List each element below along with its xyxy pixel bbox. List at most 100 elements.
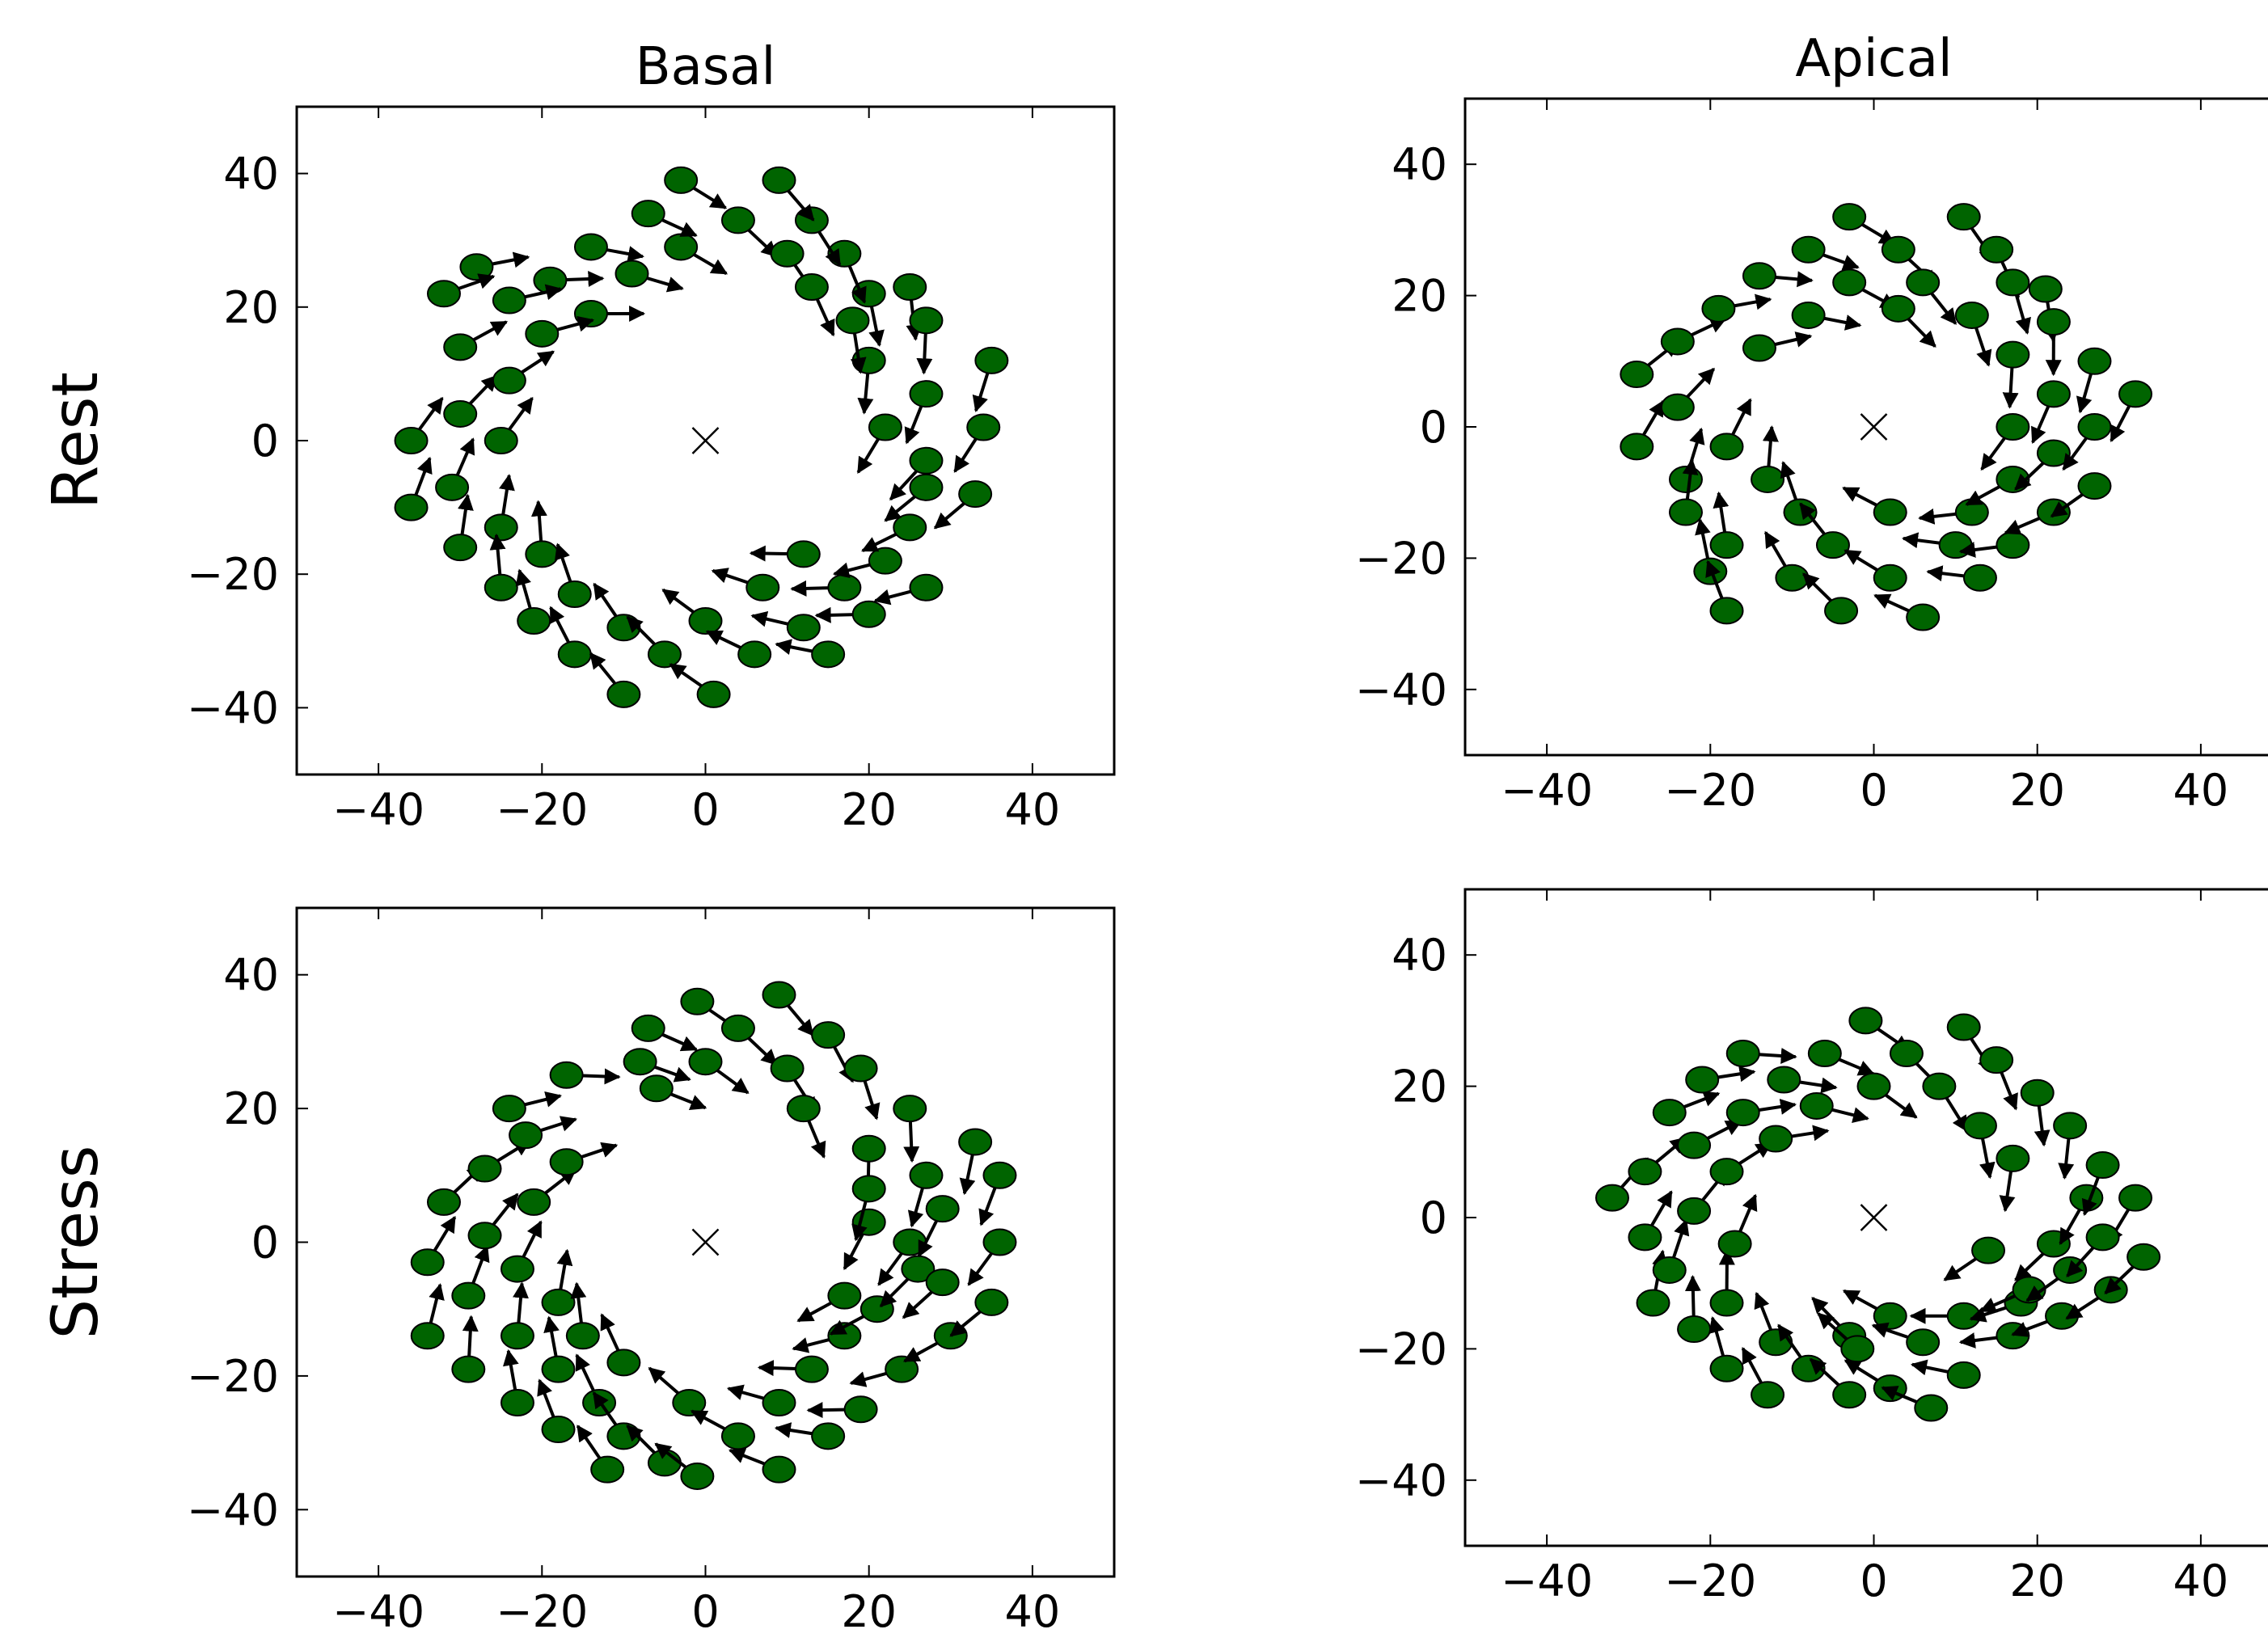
data-point xyxy=(868,547,902,575)
data-point xyxy=(843,1054,878,1083)
data-point xyxy=(909,306,944,335)
data-point xyxy=(1709,1158,1744,1186)
data-point xyxy=(590,1455,625,1484)
data-point xyxy=(2127,1243,2161,1271)
data-point xyxy=(443,534,478,562)
data-point xyxy=(1742,262,1776,290)
data-point xyxy=(811,1422,846,1450)
y-tick-label: 40 xyxy=(223,950,279,1001)
data-point xyxy=(443,399,478,428)
data-point xyxy=(2085,1223,2120,1252)
data-point xyxy=(1636,1289,1670,1317)
data-point xyxy=(901,1255,935,1283)
data-point xyxy=(1677,1197,1712,1225)
data-point xyxy=(1832,1381,1867,1409)
data-point xyxy=(1832,203,1867,231)
data-point xyxy=(443,333,478,361)
data-point xyxy=(1759,1328,1793,1357)
data-point xyxy=(573,233,608,261)
data-point xyxy=(606,614,641,642)
data-point xyxy=(467,1222,502,1250)
data-point xyxy=(467,1154,502,1183)
center-marker xyxy=(691,1228,720,1256)
y-tick-label: −20 xyxy=(187,549,279,600)
data-point xyxy=(893,513,927,542)
data-point xyxy=(1799,1091,1834,1120)
data-point xyxy=(451,1355,486,1383)
data-point xyxy=(639,1074,674,1103)
panel-rest-apical: −40 −20 0 20 40 −40 −20 0 20 40 Apical xyxy=(1355,29,2268,816)
data-point xyxy=(451,1281,486,1310)
data-point xyxy=(631,1014,665,1042)
data-point xyxy=(647,640,682,669)
data-point xyxy=(827,573,862,602)
data-point xyxy=(410,1322,445,1350)
data-point xyxy=(909,446,944,475)
data-point xyxy=(2077,347,2112,375)
x-tick-label: 20 xyxy=(2009,1555,2065,1606)
y-tick-label: 20 xyxy=(223,282,279,333)
data-point xyxy=(647,1449,682,1477)
data-point xyxy=(1873,1302,1907,1330)
data-point xyxy=(909,473,944,501)
data-point xyxy=(459,253,494,281)
data-point xyxy=(509,1121,543,1150)
data-point xyxy=(720,1014,755,1042)
y-tick-label: 0 xyxy=(1420,1192,1447,1243)
data-point xyxy=(2118,1184,2153,1212)
data-point xyxy=(1996,531,2030,559)
data-point xyxy=(1881,294,1915,323)
y-tick-label: 0 xyxy=(251,416,279,466)
data-point xyxy=(1954,301,1989,329)
data-point xyxy=(1709,1354,1744,1382)
y-tick-label: 40 xyxy=(1392,930,1447,981)
y-tick-label: 0 xyxy=(1420,402,1447,453)
data-point xyxy=(1709,433,1744,461)
data-point xyxy=(885,1355,919,1383)
data-point xyxy=(811,1021,846,1049)
data-point xyxy=(1996,413,2030,441)
data-point xyxy=(517,607,551,635)
data-point xyxy=(720,206,755,234)
x-tick-label: −40 xyxy=(332,1586,424,1637)
x-tick-label: 40 xyxy=(1005,784,1061,835)
panel-title: Basal xyxy=(636,37,775,97)
data-point xyxy=(1946,1302,1981,1330)
x-tick-label: −20 xyxy=(496,784,588,835)
data-point xyxy=(1751,1381,1785,1409)
data-point xyxy=(1668,465,1703,493)
data-point xyxy=(982,1161,1017,1189)
data-point xyxy=(1652,1099,1687,1127)
data-point xyxy=(664,166,699,194)
data-point xyxy=(966,413,1001,441)
data-point xyxy=(835,306,870,335)
data-point xyxy=(1873,498,1907,526)
data-point xyxy=(1906,1328,1941,1357)
y-tick-label: −40 xyxy=(1355,1455,1447,1506)
data-point xyxy=(565,1322,600,1350)
data-point xyxy=(615,260,649,288)
x-tick-label: 40 xyxy=(2173,1555,2229,1606)
data-point xyxy=(1660,327,1695,356)
data-point xyxy=(958,1128,993,1156)
data-point xyxy=(786,540,821,568)
y-tick-label: −40 xyxy=(1355,665,1447,715)
data-point xyxy=(762,1455,796,1484)
data-point xyxy=(925,1268,960,1297)
data-point xyxy=(1767,1066,1801,1094)
data-point xyxy=(1668,498,1703,526)
data-point xyxy=(623,1048,657,1076)
data-point xyxy=(557,580,592,608)
data-point xyxy=(1906,268,1941,297)
data-point xyxy=(982,1228,1017,1256)
data-point xyxy=(794,1355,829,1383)
data-point xyxy=(606,680,641,708)
data-point xyxy=(525,319,560,348)
data-point xyxy=(1725,1099,1760,1127)
data-point xyxy=(500,1388,534,1416)
data-point xyxy=(435,473,470,501)
data-point xyxy=(737,640,772,669)
data-point xyxy=(2036,439,2071,467)
data-point xyxy=(426,280,461,308)
